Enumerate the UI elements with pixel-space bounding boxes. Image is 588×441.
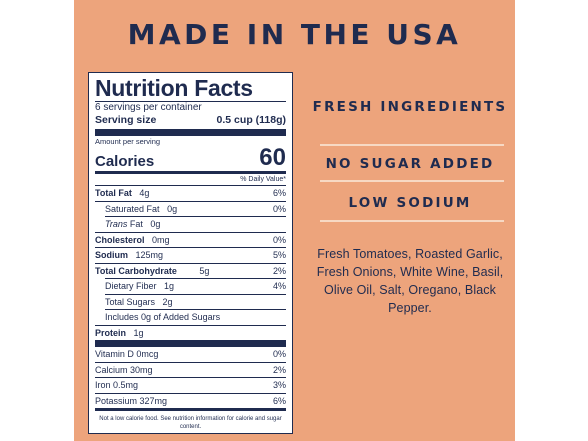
calories-row: Calories 60	[95, 146, 286, 170]
servings-per-container: 6 servings per container	[95, 102, 202, 113]
divider	[320, 144, 504, 146]
vitamin-row: Potassium 327mg 6%	[95, 395, 286, 406]
protein-row: Protein 1g	[95, 327, 144, 338]
total-sugars-row: Total Sugars 2g	[105, 296, 173, 307]
vitamin-row: Calcium 30mg 2%	[95, 364, 286, 375]
calories-label: Calories	[95, 153, 155, 170]
serving-size-label: Serving size	[95, 114, 157, 126]
calories-value: 60	[259, 144, 286, 171]
claim-no-sugar-added: NO SUGAR ADDED	[325, 156, 495, 172]
headline: MADE IN THE USA	[127, 18, 462, 51]
amount-per-serving: Amount per serving	[95, 137, 161, 146]
serving-size-value: 0.5 cup (118g)	[216, 114, 286, 126]
vitamin-row: Vitamin D 0mcg 0%	[95, 349, 286, 359]
dietary-fiber-row: Dietary Fiber 1g 4%	[105, 281, 286, 291]
total-carb-row: Total Carbohydrate 5g 2%	[95, 265, 286, 276]
divider	[320, 220, 504, 222]
daily-value-header: % Daily Value*	[240, 176, 286, 183]
claim-fresh-ingredients: FRESH INGREDIENTS	[312, 99, 508, 115]
divider	[320, 180, 504, 182]
added-sugars-row: Includes 0g of Added Sugars	[105, 312, 221, 322]
ingredients-text: Fresh Tomatoes, Roasted Garlic, Fresh On…	[316, 247, 504, 315]
vitamin-row: Iron 0.5mg 3%	[95, 380, 286, 390]
trans-fat-row: Trans Fat 0g	[105, 219, 161, 229]
cholesterol-row: Cholesterol 0mg 0%	[95, 234, 286, 245]
claim-low-sodium: LOW SODIUM	[348, 195, 472, 211]
total-fat-row: Total Fat 4g 6%	[95, 188, 286, 198]
serving-size-row: Serving size 0.5 cup (118g)	[95, 114, 286, 127]
label-footnote: Not a low calorie food. See nutrition in…	[99, 416, 282, 430]
saturated-fat-row: Saturated Fat 0g 0%	[105, 203, 286, 214]
nutrition-facts-label: Nutrition Facts 6 servings per container…	[88, 72, 293, 434]
nutrition-title: Nutrition Facts	[95, 75, 253, 101]
sodium-row: Sodium 125mg 5%	[95, 250, 286, 260]
product-panel: MADE IN THE USA Nutrition Facts 6 servin…	[74, 0, 515, 441]
